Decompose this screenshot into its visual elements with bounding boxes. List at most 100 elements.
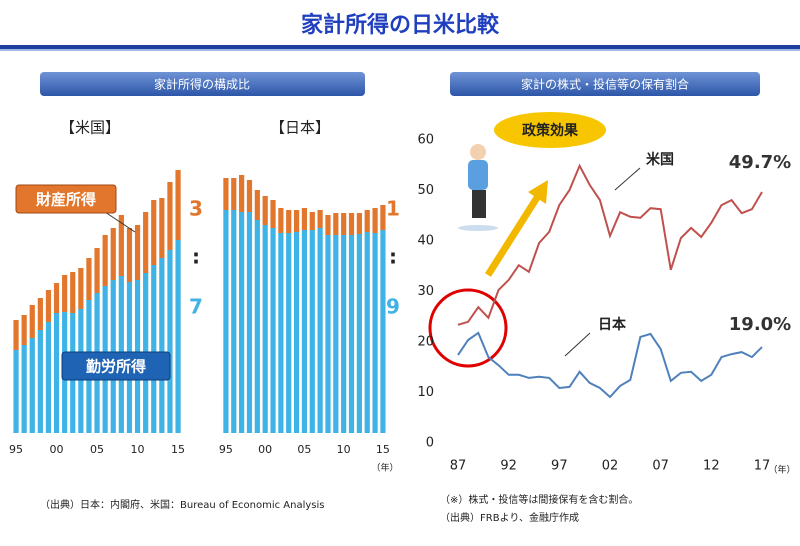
legend-box bbox=[61, 351, 171, 381]
trend-arrow-head bbox=[528, 180, 548, 204]
bar-segment bbox=[223, 210, 229, 433]
bar-segment bbox=[143, 212, 149, 273]
bar-segment bbox=[231, 210, 237, 433]
bar-segment bbox=[167, 250, 173, 433]
bar-segment bbox=[159, 198, 165, 258]
label-leader bbox=[564, 332, 591, 357]
x-tick-label: 02 bbox=[602, 459, 619, 474]
panel-heading: 家計の株式・投信等の保有割合 bbox=[521, 77, 689, 92]
x-tick-label: 05 bbox=[297, 443, 311, 456]
callout-bubble bbox=[494, 112, 606, 148]
bar-segment bbox=[175, 240, 181, 433]
bar-segment bbox=[151, 265, 157, 433]
x-tick-label: 95 bbox=[9, 443, 23, 456]
bar-segment bbox=[380, 205, 386, 230]
slide-title: 家計所得の日米比較 bbox=[301, 12, 500, 38]
panel-heading-box bbox=[40, 72, 365, 96]
y-tick-label: 0 bbox=[426, 436, 434, 451]
panel-heading-box bbox=[450, 72, 760, 96]
bar-segment bbox=[254, 220, 260, 433]
bar-segment bbox=[246, 180, 253, 212]
line-series bbox=[457, 331, 763, 399]
bar-segment bbox=[78, 268, 84, 309]
y-tick-label: 40 bbox=[417, 234, 434, 249]
y-tick-label: 20 bbox=[417, 335, 434, 350]
title-rule-light bbox=[0, 49, 800, 51]
bar-segment bbox=[364, 232, 370, 433]
bar-segment bbox=[175, 170, 181, 240]
x-tick-label: 15 bbox=[376, 443, 390, 456]
bar-segment bbox=[356, 213, 362, 234]
source-note: （出典）日本：内閣府、米国：Bureau of Economic Analysi… bbox=[40, 498, 325, 511]
bar-segment bbox=[293, 210, 300, 232]
legend-leader bbox=[104, 211, 136, 233]
y-tick-label: 30 bbox=[417, 284, 434, 299]
bar-segment bbox=[110, 228, 116, 280]
x-tick-label: 95 bbox=[219, 443, 233, 456]
bar-segment bbox=[118, 215, 124, 276]
bar-segment bbox=[325, 235, 331, 433]
bar-segment bbox=[286, 233, 292, 433]
bar-segment bbox=[45, 290, 52, 322]
bar-segment bbox=[167, 182, 173, 250]
note: （出典）FRBより、金融庁作成 bbox=[440, 511, 579, 524]
bar-segment bbox=[37, 298, 43, 330]
ratio-label: : bbox=[192, 245, 200, 269]
x-tick-label: 12 bbox=[703, 459, 720, 474]
legend-box bbox=[15, 184, 117, 214]
y-tick-label: 50 bbox=[417, 183, 434, 198]
x-unit: （年） bbox=[768, 464, 795, 476]
bar-segment bbox=[159, 258, 165, 433]
x-tick-label: 10 bbox=[131, 443, 145, 456]
bar-segment bbox=[239, 212, 245, 433]
bar-segment bbox=[223, 178, 229, 210]
title-rule bbox=[0, 45, 800, 49]
bar-segment bbox=[21, 345, 27, 433]
bar-segment bbox=[270, 228, 276, 433]
x-tick-label: 00 bbox=[258, 443, 272, 456]
bar-segment bbox=[333, 235, 339, 433]
value-label: 49.7% bbox=[729, 152, 791, 173]
value-label: 19.0% bbox=[729, 314, 791, 335]
y-tick-label: 60 bbox=[417, 133, 434, 148]
bar-segment bbox=[53, 313, 60, 433]
bar-segment bbox=[13, 320, 19, 350]
figure-illustration bbox=[458, 144, 498, 231]
bar-segment bbox=[102, 235, 108, 286]
legend-label: 勤労所得 bbox=[86, 358, 146, 376]
line-series bbox=[457, 163, 763, 326]
bar-segment bbox=[231, 178, 237, 210]
bar-segment bbox=[356, 234, 362, 433]
bar-segment bbox=[94, 248, 100, 293]
trend-arrow bbox=[485, 194, 541, 277]
ratio-label: 9 bbox=[386, 295, 400, 319]
x-tick-label: 97 bbox=[551, 459, 568, 474]
ratio-label: : bbox=[389, 245, 397, 269]
bar-segment bbox=[21, 315, 27, 345]
label-leader bbox=[614, 167, 641, 191]
x-tick-label: 00 bbox=[50, 443, 64, 456]
bar-segment bbox=[134, 225, 141, 280]
bar-segment bbox=[246, 212, 253, 433]
x-unit: （年） bbox=[371, 462, 398, 474]
bar-segment bbox=[301, 208, 308, 230]
x-tick-label: 05 bbox=[90, 443, 104, 456]
chart-title: 【米国】 bbox=[60, 119, 120, 137]
bar-segment bbox=[286, 210, 292, 233]
bar-segment bbox=[37, 330, 43, 433]
bar-segment bbox=[348, 213, 355, 235]
bar-segment bbox=[301, 230, 308, 433]
callout-text: 政策効果 bbox=[522, 122, 579, 139]
bar-segment bbox=[45, 322, 52, 433]
bar-segment bbox=[126, 228, 133, 282]
highlight-circle bbox=[428, 288, 508, 368]
ratio-label: 3 bbox=[189, 197, 203, 221]
bar-segment bbox=[364, 210, 370, 232]
bar-segment bbox=[70, 272, 76, 313]
bar-segment bbox=[293, 232, 300, 433]
x-tick-label: 15 bbox=[171, 443, 185, 456]
bar-segment bbox=[278, 233, 284, 433]
bar-segment bbox=[254, 190, 260, 220]
bar-segment bbox=[151, 200, 157, 265]
